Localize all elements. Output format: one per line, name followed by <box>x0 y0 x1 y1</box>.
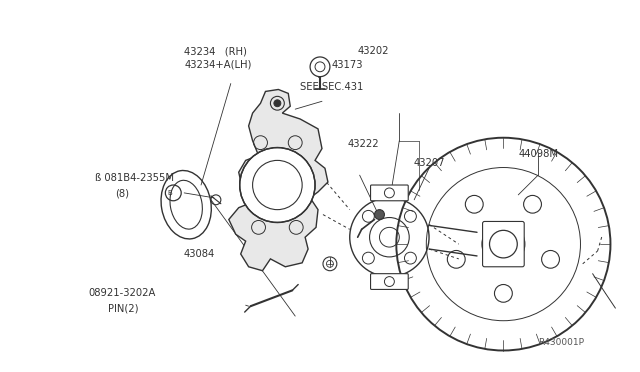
Circle shape <box>274 100 281 107</box>
Text: 43234   (RH): 43234 (RH) <box>184 46 247 56</box>
FancyBboxPatch shape <box>483 221 524 267</box>
Text: 08921-3202A: 08921-3202A <box>88 288 156 298</box>
Circle shape <box>374 210 385 219</box>
Text: (8): (8) <box>115 189 129 199</box>
Text: R430001P: R430001P <box>538 338 584 347</box>
Text: 43207: 43207 <box>413 158 445 169</box>
Text: SEE SEC.431: SEE SEC.431 <box>300 81 364 92</box>
FancyBboxPatch shape <box>371 274 408 289</box>
Text: 43202: 43202 <box>358 46 389 56</box>
Text: 43222: 43222 <box>348 139 380 149</box>
Polygon shape <box>228 89 328 271</box>
Text: ß 081B4-2355M: ß 081B4-2355M <box>95 173 174 183</box>
Text: 43234+A(LH): 43234+A(LH) <box>184 60 252 70</box>
Text: PIN(2): PIN(2) <box>108 303 138 313</box>
Text: 43084: 43084 <box>183 249 214 259</box>
Text: B: B <box>167 190 172 196</box>
Text: 44098M: 44098M <box>518 148 558 158</box>
FancyBboxPatch shape <box>371 185 408 201</box>
Circle shape <box>240 148 315 222</box>
Text: 43173: 43173 <box>332 60 364 70</box>
